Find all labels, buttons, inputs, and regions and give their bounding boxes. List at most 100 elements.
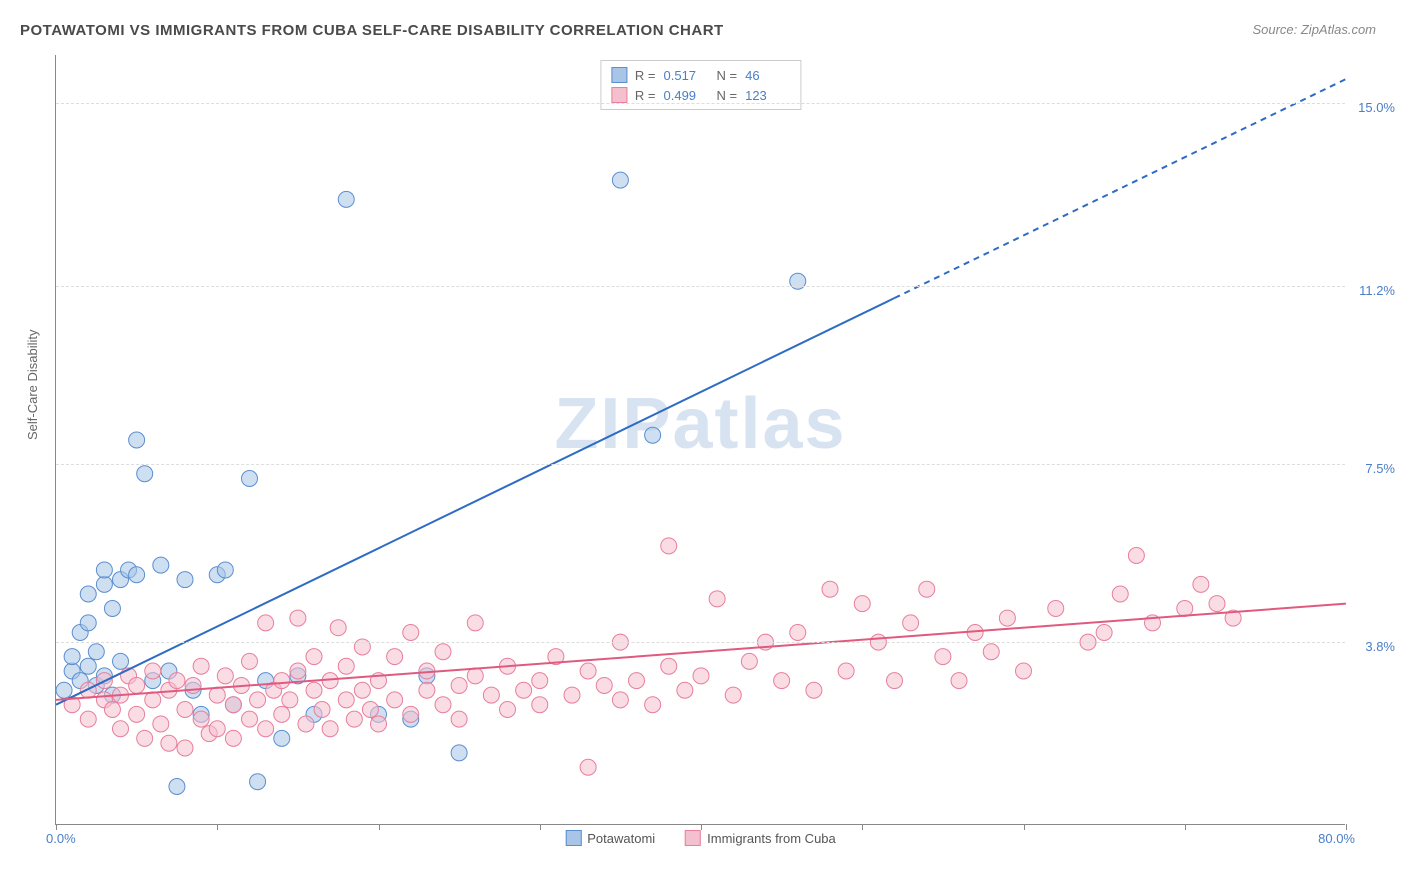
data-point [242,471,258,487]
y-tick-label: 15.0% [1350,100,1395,115]
data-point [467,615,483,631]
legend-swatch [611,67,627,83]
y-tick-label: 3.8% [1350,639,1395,654]
data-point [612,692,628,708]
data-point [564,687,580,703]
data-point [887,673,903,689]
legend-series-label: Immigrants from Cuba [707,831,836,846]
data-point [274,673,290,689]
n-label: N = [717,68,738,83]
data-point [56,682,72,698]
x-tick [701,824,702,830]
data-point [274,730,290,746]
data-point [693,668,709,684]
data-point [371,716,387,732]
data-point [80,615,96,631]
n-value: 46 [745,68,790,83]
data-point [193,711,209,727]
data-point [362,702,378,718]
data-point [516,682,532,698]
data-point [209,721,225,737]
data-point [258,615,274,631]
data-point [483,687,499,703]
data-point [1112,586,1128,602]
data-point [822,581,838,597]
data-point [790,625,806,641]
x-axis-max-label: 80.0% [1318,831,1355,846]
data-point [677,682,693,698]
data-point [451,745,467,761]
data-point [532,697,548,713]
legend-stat-row: R =0.517N =46 [611,65,790,85]
data-point [113,653,129,669]
legend-series-item: Immigrants from Cuba [685,830,836,846]
data-point [1048,600,1064,616]
n-label: N = [717,88,738,103]
data-point [161,735,177,751]
data-point [242,711,258,727]
data-point [1128,548,1144,564]
regression-line [56,604,1346,700]
x-tick [56,824,57,830]
data-point [451,711,467,727]
n-value: 123 [745,88,790,103]
data-point [999,610,1015,626]
data-point [435,697,451,713]
data-point [177,740,193,756]
x-tick [1024,824,1025,830]
data-point [306,649,322,665]
data-point [532,673,548,689]
data-point [580,759,596,775]
gridline [56,286,1345,287]
data-point [322,721,338,737]
data-point [129,677,145,693]
data-point [290,610,306,626]
data-point [96,576,112,592]
data-point [88,644,104,660]
data-point [500,702,516,718]
data-point [661,538,677,554]
data-point [451,677,467,693]
data-point [645,427,661,443]
data-point [145,663,161,679]
data-point [387,692,403,708]
data-point [419,682,435,698]
legend-series-label: Potawatomi [587,831,655,846]
source-attribution: Source: ZipAtlas.com [1252,22,1376,37]
data-point [314,702,330,718]
data-point [806,682,822,698]
data-point [250,774,266,790]
data-point [153,557,169,573]
x-tick [540,824,541,830]
data-point [919,581,935,597]
data-point [169,779,185,795]
data-point [306,682,322,698]
data-point [387,649,403,665]
data-point [838,663,854,679]
data-point [983,644,999,660]
data-point [298,716,314,732]
regression-line-extrapolated [895,79,1347,298]
data-point [137,466,153,482]
data-point [338,692,354,708]
data-point [250,692,266,708]
data-point [645,697,661,713]
x-axis-origin-label: 0.0% [46,831,76,846]
y-tick-label: 11.2% [1350,283,1395,298]
r-value: 0.517 [664,68,709,83]
data-point [1193,576,1209,592]
data-point [596,677,612,693]
data-point [96,562,112,578]
data-point [64,649,80,665]
data-point [80,682,96,698]
data-point [1096,625,1112,641]
x-tick [217,824,218,830]
data-point [80,658,96,674]
legend-swatch [685,830,701,846]
data-point [129,706,145,722]
chart-title: POTAWATOMI VS IMMIGRANTS FROM CUBA SELF-… [20,22,724,39]
data-point [137,730,153,746]
data-point [129,567,145,583]
data-point [145,692,161,708]
data-point [725,687,741,703]
